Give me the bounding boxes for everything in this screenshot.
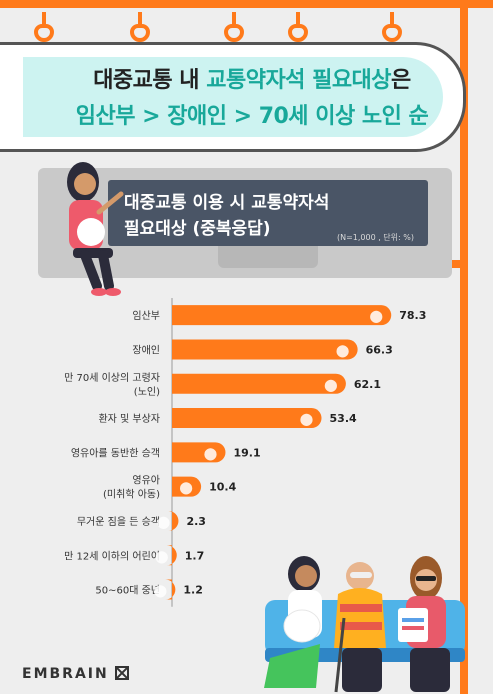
bar [172,476,202,497]
page-title-line2: 임산부 > 장애인 > 70세 이상 노인 순 [75,104,429,129]
bar [172,442,226,463]
strap-handle-icon [32,12,56,42]
strap-handle-icon [128,12,152,42]
side-pole [460,0,468,694]
strap-handle-icon [222,12,246,42]
bar [172,373,346,394]
presenter-woman-icon [67,162,124,296]
value-label: 2.3 [186,515,206,528]
logo-mark-icon [114,666,129,680]
info-screen: 대중교통 이용 시 교통약자석 필요대상 (중복응답) (N=1,000 , 단… [38,168,452,278]
stroller-icon: ● [204,443,218,462]
sample-note: (N=1,000 , 단위: %) [336,233,414,242]
value-label: 78.3 [399,309,426,322]
category-label: 영유아 (미취학 아동) [103,475,160,501]
elderly-icon: ● [324,375,338,394]
category-label: 만 12세 이하의 어린이 [64,549,160,562]
category-label: 무거운 짐을 든 승객 [77,516,160,528]
value-label: 66.3 [366,343,393,356]
pregnant-icon: ● [369,306,383,325]
value-label: 53.4 [330,412,357,425]
category-label: 만 70세 이상의 고령자 (노인) [64,372,160,398]
bar [172,339,358,360]
child-icon: ● [179,478,193,497]
bar [168,510,179,531]
person-icon: ● [153,581,167,600]
value-label: 1.2 [183,584,203,597]
category-label: 임산부 [132,309,160,322]
seated-passengers-icon [264,556,450,693]
value-label: 1.7 [185,549,205,562]
chart-title-line1: 대중교통 이용 시 교통약자석 [124,193,330,213]
injured-icon: ● [300,409,314,428]
luggage-icon: ● [156,512,170,531]
brand-logo: EMBRAIN [22,666,129,682]
category-label: 장애인 [132,344,160,356]
chart-title-line2: 필요대상 (중복응답) [124,219,271,239]
category-label: 환자 및 부상자 [98,413,160,425]
value-label: 62.1 [354,378,381,391]
bar-chart: 임산부 ● 78.3 장애인 ● 66.3 만 70세 이상의 고령자 (노인) ● 62.1 환자… [64,298,426,607]
bar [172,408,322,429]
wheelchair-icon: ● [336,340,350,359]
child-icon: ● [155,546,169,565]
top-rail [0,0,493,8]
title-banner [0,42,466,152]
page-title-line1: 대중교통 내 교통약자석 필요대상은 [93,68,411,93]
bar [166,545,177,566]
value-label: 10.4 [209,481,236,494]
strap-handle-icon [380,12,404,42]
value-label: 19.1 [233,446,260,459]
bar [172,305,392,326]
category-label: 50~60대 중년 [95,585,160,597]
category-label: 영유아를 동반한 승객 [71,447,160,459]
bar [165,579,176,600]
strap-handle-icon [286,12,310,42]
